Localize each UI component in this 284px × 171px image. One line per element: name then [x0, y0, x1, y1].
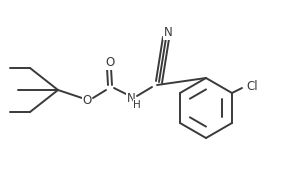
Text: O: O — [105, 56, 115, 69]
Text: N: N — [164, 27, 172, 40]
Text: O: O — [82, 94, 92, 107]
Text: Cl: Cl — [246, 80, 258, 93]
Text: N: N — [127, 91, 135, 104]
Text: H: H — [133, 100, 141, 110]
